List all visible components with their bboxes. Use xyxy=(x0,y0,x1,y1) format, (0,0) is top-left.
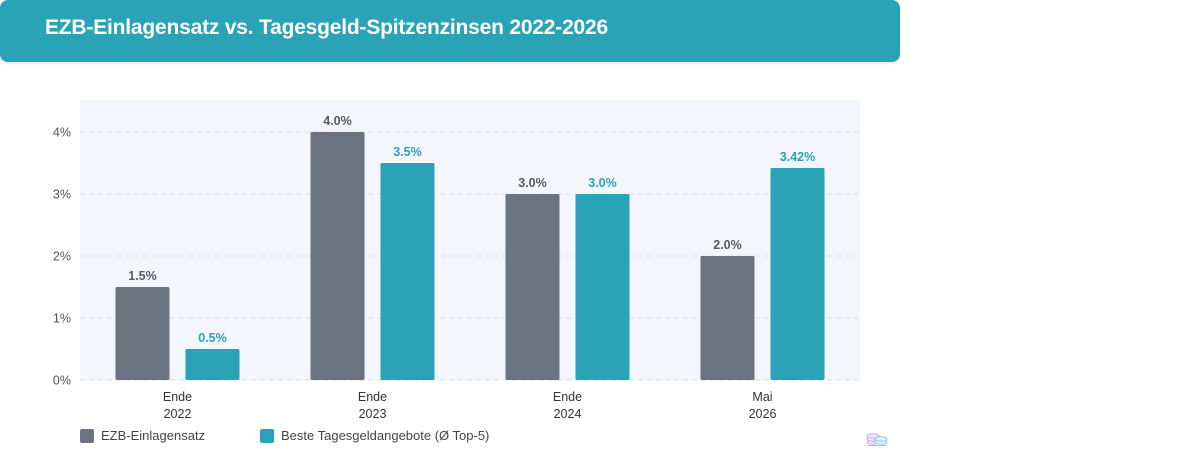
x-tick-label: Ende 2024 xyxy=(553,390,582,421)
legend-label-ezb: EZB-Einlagensatz xyxy=(101,428,206,443)
y-tick-label: 0% xyxy=(53,374,71,388)
chart-header: EZB-Einlagensatz vs. Tagesgeld-Spitzenzi… xyxy=(0,0,900,62)
y-tick-label: 3% xyxy=(53,188,71,202)
x-tick-label: Mai 2026 xyxy=(749,390,777,421)
data-label-tagesgeld-2: 3.0% xyxy=(588,176,617,190)
bar-tagesgeld-2 xyxy=(575,194,630,380)
data-label-ezb-1: 4.0% xyxy=(323,114,352,128)
x-tick-label: Ende 2023 xyxy=(358,390,387,421)
data-label-tagesgeld-1: 3.5% xyxy=(393,145,422,159)
bars: 1.5% 4.0% 3.0% 2.0% 0.5% 3.5% 3.0% 3.42% xyxy=(115,114,825,380)
bar-tagesgeld-1 xyxy=(380,163,435,380)
legend-swatch-tagesgeld xyxy=(260,428,274,443)
y-tick-label: 2% xyxy=(53,250,71,264)
bar-ezb-1 xyxy=(310,132,365,380)
legend-label-tagesgeld: Beste Tagesgeldangebote (Ø Top-5) xyxy=(281,428,490,443)
bar-ezb-2 xyxy=(505,194,560,380)
x-tick-label: Ende 2022 xyxy=(163,390,192,421)
bar-tagesgeld-0 xyxy=(185,349,240,380)
x-axis: Ende 2022 Ende 2023 Ende 2024 Mai 2026 xyxy=(163,390,777,421)
data-label-ezb-0: 1.5% xyxy=(128,269,157,283)
legend-swatch-ezb xyxy=(80,428,94,443)
data-label-tagesgeld-3: 3.42% xyxy=(780,150,815,164)
y-tick-label: 4% xyxy=(53,126,71,140)
bar-ezb-0 xyxy=(115,287,170,380)
legend-item-tagesgeld: Beste Tagesgeldangebote (Ø Top-5) xyxy=(260,428,489,443)
data-label-tagesgeld-0: 0.5% xyxy=(198,331,227,345)
y-tick-label: 1% xyxy=(53,312,71,326)
chart-title: EZB-Einlagensatz vs. Tagesgeld-Spitzenzi… xyxy=(45,16,608,39)
coin-stack-icon xyxy=(866,433,888,446)
legend-item-ezb: EZB-Einlagensatz xyxy=(80,428,205,443)
y-axis: 0% 1% 2% 3% 4% xyxy=(53,126,71,388)
data-label-ezb-3: 2.0% xyxy=(713,238,742,252)
bar-tagesgeld-3 xyxy=(770,167,825,380)
bar-ezb-3 xyxy=(700,256,755,380)
data-label-ezb-2: 3.0% xyxy=(518,176,547,190)
